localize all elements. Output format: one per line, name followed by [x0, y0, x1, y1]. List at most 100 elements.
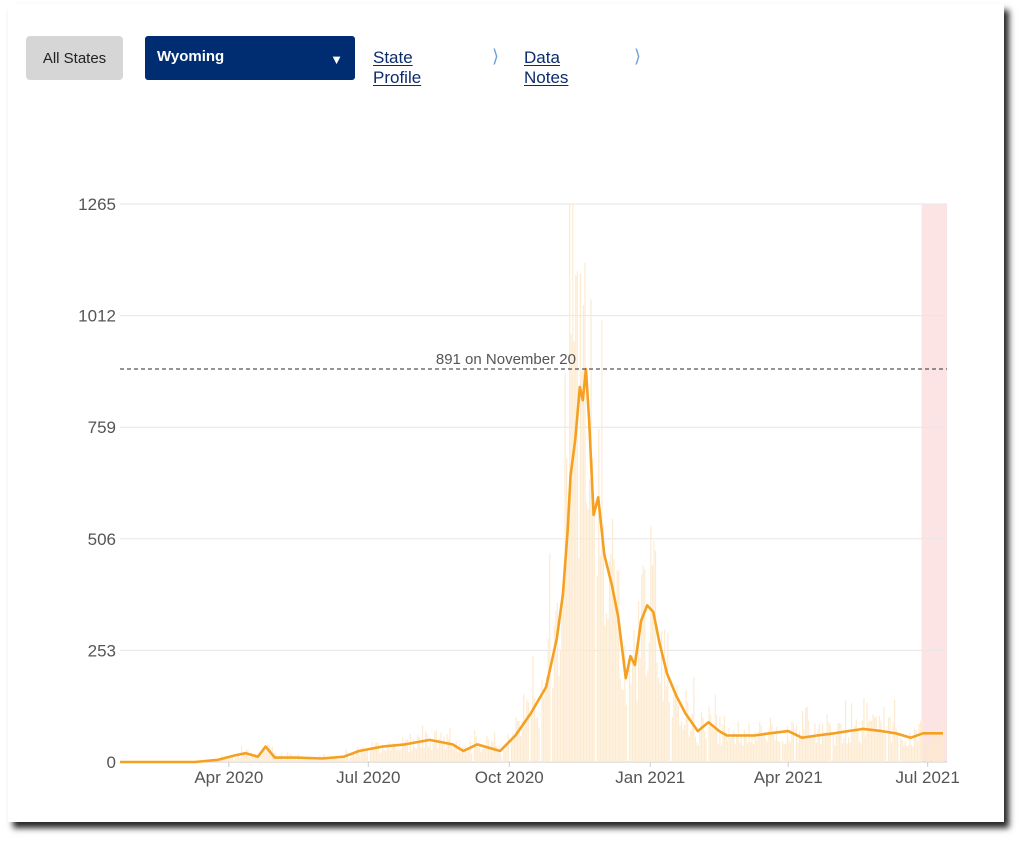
daily-bar [638, 601, 640, 762]
state-select-value: Wyoming [157, 47, 225, 65]
daily-bar [682, 728, 684, 762]
daily-bar [668, 702, 670, 762]
daily-bar [526, 699, 528, 762]
daily-bar [723, 715, 726, 762]
daily-bar [752, 744, 755, 762]
daily-bar [677, 705, 680, 762]
daily-bar [222, 760, 224, 762]
daily-bar [864, 736, 867, 762]
daily-bar [858, 741, 860, 762]
daily-bar [622, 690, 624, 762]
daily-bar [852, 729, 854, 762]
daily-bar [268, 745, 270, 762]
recent-data-band [921, 204, 947, 762]
daily-bar [809, 735, 811, 762]
daily-bar [821, 723, 824, 762]
daily-bar [777, 741, 779, 762]
daily-bar [552, 687, 554, 762]
daily-bar [861, 720, 864, 762]
data-notes-link[interactable]: Data Notes [524, 48, 569, 87]
daily-bar [417, 735, 419, 762]
daily-bar [642, 565, 644, 762]
daily-bar [495, 746, 497, 762]
state-select[interactable]: Wyoming ▼ [145, 36, 355, 80]
daily-bar [420, 747, 422, 762]
daily-bar [654, 550, 657, 762]
daily-bar [257, 753, 260, 762]
daily-bar [457, 751, 459, 762]
daily-bar [585, 503, 588, 762]
daily-bar [867, 722, 870, 762]
daily-bar [236, 754, 238, 762]
daily-bar [798, 731, 801, 762]
daily-bar [438, 739, 441, 762]
daily-bar [849, 742, 851, 762]
daily-bar [354, 756, 356, 762]
daily-bar [608, 561, 611, 762]
daily-bar [671, 716, 673, 762]
daily-bar [245, 749, 247, 762]
daily-bar [406, 739, 408, 762]
daily-bar [228, 757, 231, 762]
daily-bar [546, 676, 548, 762]
daily-bar [662, 700, 664, 762]
daily-bar [469, 741, 471, 762]
daily-bar [929, 727, 931, 762]
daily-bar [878, 715, 880, 762]
daily-bar [359, 755, 361, 762]
daily-bar [542, 698, 545, 762]
daily-bar [498, 745, 500, 762]
daily-bar [745, 732, 747, 762]
daily-bar [392, 743, 395, 762]
daily-bar [699, 728, 701, 762]
daily-bar [395, 750, 398, 762]
daily-bar [460, 752, 462, 762]
daily-bar [769, 717, 772, 762]
daily-bar [661, 631, 663, 762]
daily-bar [423, 747, 425, 762]
daily-bar [279, 756, 281, 762]
daily-bar [797, 741, 799, 762]
daily-bar [631, 655, 634, 762]
daily-bar [863, 698, 865, 762]
daily-bar [596, 575, 598, 762]
daily-bar [593, 502, 595, 762]
daily-bar [737, 721, 739, 762]
daily-bar [664, 629, 666, 762]
daily-bar [363, 752, 365, 762]
daily-bar [785, 743, 787, 762]
daily-bar [379, 753, 381, 762]
daily-bar [375, 742, 378, 762]
daily-bar [310, 757, 312, 762]
daily-bar [283, 759, 286, 762]
daily-bar [452, 747, 454, 762]
daily-bar [792, 723, 795, 762]
daily-bar [507, 734, 509, 762]
daily-bar [650, 526, 652, 762]
daily-bar [840, 723, 842, 762]
daily-bar [900, 738, 902, 762]
daily-bar [872, 714, 874, 762]
daily-bar [553, 625, 555, 762]
daily-bar [219, 760, 221, 762]
daily-bar [562, 591, 565, 762]
daily-bar [398, 750, 401, 762]
daily-bar [628, 660, 631, 762]
daily-bar [938, 737, 940, 762]
chart-panel: All States Wyoming ▼ State Profile ⟩ Dat… [8, 4, 1004, 822]
daily-bar [578, 558, 580, 762]
daily-bar [703, 731, 706, 762]
state-profile-link[interactable]: State Profile [373, 48, 422, 87]
daily-bar [808, 720, 810, 762]
daily-bar [253, 757, 255, 762]
daily-bar [349, 757, 352, 762]
daily-bar [510, 736, 513, 762]
daily-bar [490, 740, 493, 762]
daily-bar [673, 694, 675, 762]
daily-bar [618, 570, 620, 762]
daily-bar [441, 741, 444, 762]
daily-bar [599, 556, 601, 762]
daily-bar [403, 742, 405, 762]
all-states-button[interactable]: All States [26, 36, 123, 80]
daily-bar [935, 737, 937, 762]
